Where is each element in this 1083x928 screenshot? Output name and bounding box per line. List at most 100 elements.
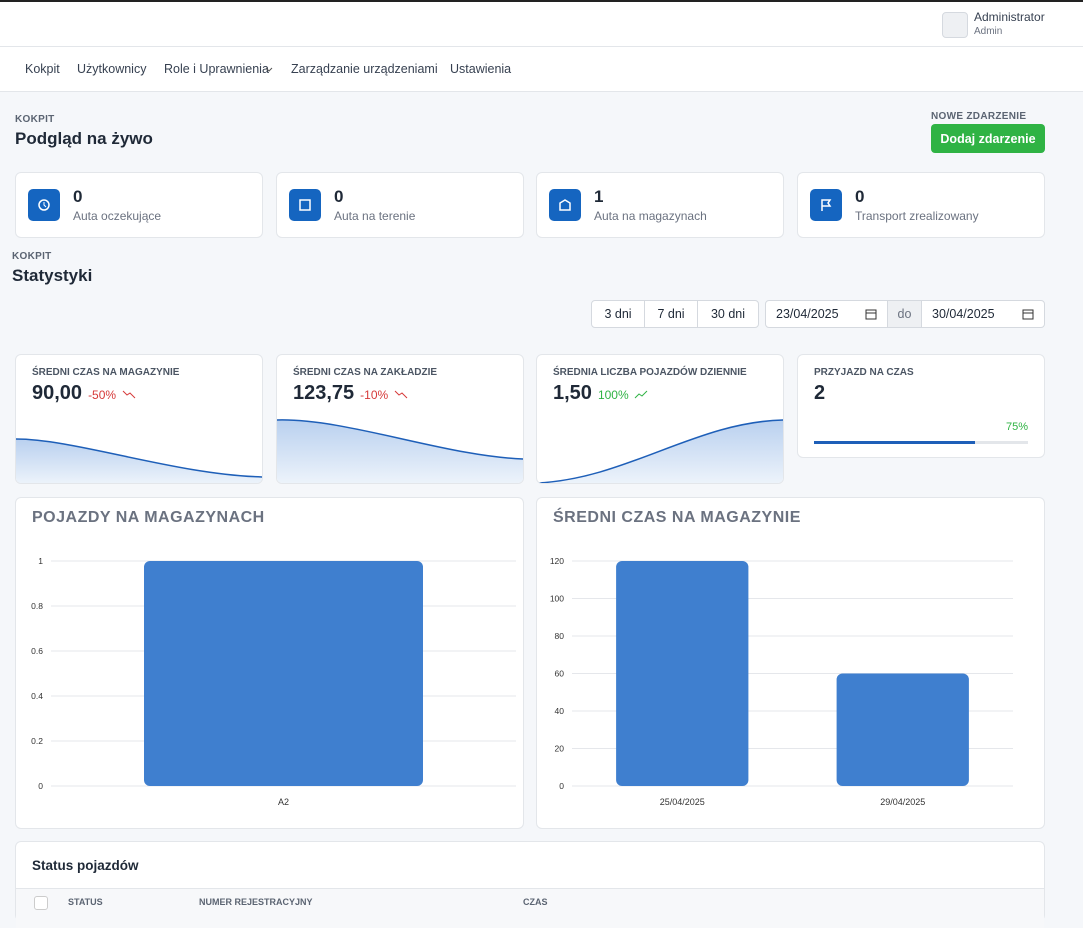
table-card: Status pojazdów STATUS NUMER REJESTRACYJ…: [15, 841, 1045, 928]
kpi-card: PRZYJAZD NA CZAS 2 75%: [797, 354, 1045, 458]
card-value: 1: [594, 187, 604, 206]
table-title: Status pojazdów: [32, 858, 139, 873]
kpi-value: 123,75 -10%: [293, 382, 408, 405]
sparkline: [16, 438, 262, 483]
y-tick-label: 120: [550, 556, 564, 566]
add-event-button[interactable]: Dodaj zdarzenie: [931, 124, 1045, 153]
range-button[interactable]: 7 dni: [644, 300, 698, 328]
live-card: 0 Auta na terenie: [276, 172, 524, 238]
kpi-card: ŚREDNIA LICZBA POJAZDÓW DZIENNIE 1,50 100…: [536, 354, 784, 484]
header: [0, 2, 1083, 47]
calendar-icon: [865, 309, 877, 320]
kpi-value-text: 1,50: [553, 382, 592, 404]
y-tick-label: 0.8: [31, 601, 43, 611]
range-button[interactable]: 30 dni: [697, 300, 759, 328]
y-tick-label: 80: [555, 631, 565, 641]
y-tick-label: 100: [550, 594, 564, 604]
chart-title: ŚREDNI CZAS NA MAGAZYNIE: [553, 509, 801, 526]
nav-item[interactable]: Użytkownicy: [77, 62, 147, 76]
section-label: KOKPIT: [12, 251, 52, 262]
bar: [144, 561, 423, 786]
new-event-label: NOWE ZDARZENIE: [931, 111, 1027, 122]
trend-icon: [122, 390, 135, 399]
y-tick-label: 0.4: [31, 691, 43, 701]
sparkline: [537, 419, 783, 483]
progress-label: 75%: [1005, 421, 1028, 433]
card-label: Auta na magazynach: [594, 209, 707, 223]
column-header: STATUS: [68, 897, 103, 907]
icon: [810, 189, 842, 221]
chart-card: ŚREDNI CZAS NA MAGAZYNIE 0 20 40 60 80 100 120 2…: [536, 497, 1045, 829]
kpi-delta: -10%: [360, 388, 389, 402]
card-value: 0: [334, 187, 344, 206]
date-from[interactable]: 23/04/2025: [765, 300, 888, 328]
nav-item[interactable]: Zarządzanie urządzeniami: [291, 62, 438, 76]
y-tick-label: 1: [38, 556, 43, 566]
table-header: [16, 888, 1044, 928]
kpi-value-text: 90,00: [32, 382, 83, 404]
section-title: Podgląd na żywo: [15, 129, 153, 148]
kpi-title: ŚREDNIA LICZBA POJAZDÓW DZIENNIE: [553, 367, 747, 378]
sparkline: [277, 419, 523, 483]
chevron: [265, 67, 273, 72]
kpi-delta: -50%: [88, 388, 117, 402]
x-tick-label: 25/04/2025: [660, 797, 705, 807]
chart-title: POJAZDY NA MAGAZYNACH: [32, 509, 265, 526]
icon: [28, 189, 60, 221]
kpi-card: ŚREDNI CZAS NA MAGAZYNIE 90,00 -50%: [15, 354, 263, 484]
card-label: Transport zrealizowany: [855, 209, 979, 223]
y-tick-label: 40: [555, 706, 565, 716]
column-header: CZAS: [523, 897, 548, 907]
date-to[interactable]: 30/04/2025: [921, 300, 1045, 328]
chart: 0 0.2 0.4 0.6 0.8 1 A2: [31, 556, 516, 807]
kpi-value: 1,50 100%: [553, 382, 648, 405]
user-name: Administrator: [974, 10, 1045, 24]
card-label: Auta oczekujące: [73, 209, 162, 223]
y-tick-label: 0: [559, 781, 564, 791]
section-label: KOKPIT: [15, 114, 55, 125]
y-tick-label: 0.2: [31, 736, 43, 746]
nav-bar: [0, 47, 1083, 92]
kpi-value: 90,00 -50%: [32, 382, 136, 405]
y-tick-label: 20: [555, 744, 565, 754]
live-card: 0 Transport zrealizowany: [797, 172, 1045, 238]
date-separator: do: [887, 300, 922, 328]
kpi-value-text: 123,75: [293, 382, 355, 404]
x-tick-label: 29/04/2025: [880, 797, 925, 807]
avatar[interactable]: [942, 12, 968, 38]
trend-icon: [634, 390, 648, 399]
y-tick-label: 0: [38, 781, 43, 791]
chart-card: POJAZDY NA MAGAZYNACH 0 0.2 0.4 0.6 0.8 1 A2: [15, 497, 524, 829]
checkbox[interactable]: [34, 896, 48, 910]
progress-bar: [814, 441, 975, 444]
kpi-delta: 100%: [597, 388, 629, 402]
bar: [836, 673, 969, 786]
bar: [616, 561, 749, 786]
nav-item[interactable]: Kokpit: [25, 62, 60, 76]
live-card: 0 Auta oczekujące: [15, 172, 263, 238]
y-tick-label: 60: [555, 669, 565, 679]
calendar-icon: [1022, 309, 1034, 320]
column-header: NUMER REJESTRACYJNY: [199, 897, 313, 907]
range-button[interactable]: 3 dni: [591, 300, 645, 328]
progress-track: [814, 441, 1028, 444]
y-tick-label: 0.6: [31, 646, 43, 656]
trend-icon: [394, 390, 408, 399]
card-value: 0: [855, 187, 865, 206]
icon: [549, 189, 581, 221]
user-role: Admin: [974, 26, 1003, 37]
card-label: Auta na terenie: [334, 209, 416, 223]
kpi-title: ŚREDNI CZAS NA ZAKŁADZIE: [293, 367, 438, 378]
kpi-title: PRZYJAZD NA CZAS: [814, 367, 914, 378]
kpi-card: ŚREDNI CZAS NA ZAKŁADZIE 123,75 -10%: [276, 354, 524, 484]
kpi-value: 2: [814, 382, 826, 404]
section-title: Statystyki: [12, 266, 93, 285]
chart: 0 20 40 60 80 100 120 25/04/2025 29/04/2025: [550, 556, 1013, 807]
live-card: 1 Auta na magazynach: [536, 172, 784, 238]
nav-item[interactable]: Ustawienia: [450, 62, 512, 76]
x-tick-label: A2: [278, 797, 289, 807]
nav-item[interactable]: Role i Uprawnienia: [164, 62, 269, 76]
top-border: [0, 0, 1083, 2]
icon: [289, 189, 321, 221]
